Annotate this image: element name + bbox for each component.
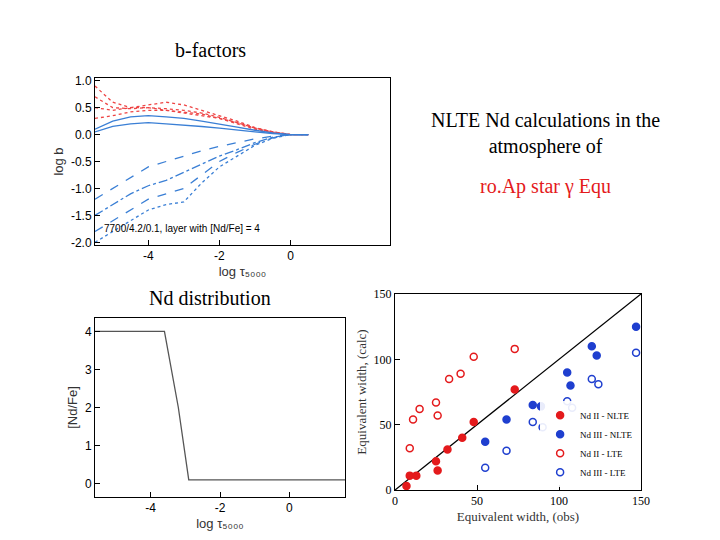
svg-text:-2: -2 [214, 249, 225, 263]
svg-text:3: 3 [85, 363, 92, 377]
svg-text:Nd II - LTE: Nd II - LTE [580, 449, 623, 459]
svg-text:0: 0 [287, 249, 294, 263]
svg-text:Nd III - NLTE: Nd III - NLTE [580, 430, 632, 440]
svg-text:50: 50 [380, 418, 392, 432]
svg-text:100: 100 [550, 494, 568, 508]
svg-text:b-factors: b-factors [175, 39, 246, 61]
svg-text:-0.5: -0.5 [71, 155, 92, 169]
svg-text:-4: -4 [143, 249, 154, 263]
svg-text:1.0: 1.0 [75, 74, 92, 88]
svg-text:log τ₅₀₀₀: log τ₅₀₀₀ [219, 264, 267, 279]
svg-text:-4: -4 [145, 501, 156, 515]
svg-text:-1.5: -1.5 [71, 209, 92, 223]
svg-text:log τ₅₀₀₀: log τ₅₀₀₀ [196, 516, 244, 531]
svg-text:150: 150 [374, 287, 392, 301]
svg-text:4: 4 [85, 325, 92, 339]
svg-text:[Nd/Fe]: [Nd/Fe] [65, 386, 80, 429]
svg-text:150: 150 [632, 494, 650, 508]
svg-text:-1.0: -1.0 [71, 182, 92, 196]
svg-text:Equivalent width, (obs): Equivalent width, (obs) [457, 509, 579, 524]
svg-text:Equivalent width, (calc): Equivalent width, (calc) [354, 329, 369, 454]
svg-text:-2: -2 [215, 501, 226, 515]
svg-text:log b: log b [51, 147, 66, 175]
svg-text:50: 50 [471, 494, 483, 508]
svg-text:0.0: 0.0 [75, 128, 92, 142]
svg-text:0: 0 [85, 477, 92, 491]
svg-text:0: 0 [286, 501, 293, 515]
svg-text:0.5: 0.5 [75, 101, 92, 115]
svg-text:1: 1 [85, 439, 92, 453]
svg-text:7700/4.2/0.1, layer with [Nd/F: 7700/4.2/0.1, layer with [Nd/Fe] = 4 [104, 223, 260, 234]
svg-text:Nd distribution: Nd distribution [149, 287, 271, 309]
svg-text:-2.0: -2.0 [71, 236, 92, 250]
svg-text:NLTE Nd calculations in theatm: NLTE Nd calculations in theatmosphere of [431, 109, 660, 158]
svg-text:ro.Ap star γ Equ: ro.Ap star γ Equ [480, 175, 611, 198]
svg-text:0: 0 [386, 483, 392, 497]
svg-text:2: 2 [85, 401, 92, 415]
svg-text:Nd II - NLTE: Nd II - NLTE [580, 411, 629, 421]
svg-text:Nd III - LTE: Nd III - LTE [580, 468, 626, 478]
svg-text:100: 100 [374, 353, 392, 367]
svg-text:0: 0 [392, 494, 398, 508]
